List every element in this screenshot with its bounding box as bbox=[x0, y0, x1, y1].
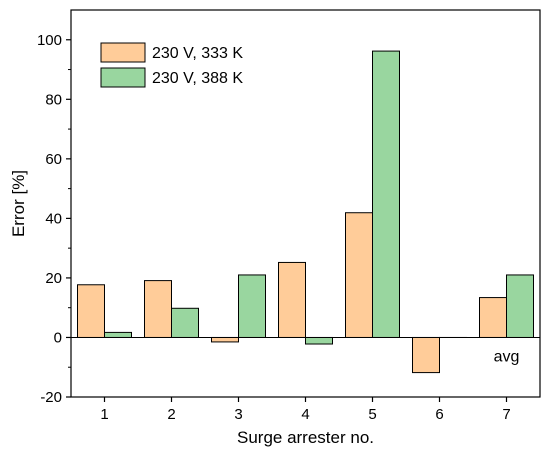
x-tick-label: 1 bbox=[100, 406, 108, 423]
y-tick-label: 60 bbox=[45, 151, 62, 168]
bar-series2-cat2 bbox=[171, 307, 199, 338]
bar-series1-cat1 bbox=[77, 284, 105, 338]
axes: -20 0 20 40 60 80 100 1 2 3 4 5 6 7 bbox=[37, 9, 541, 423]
bar-series1-cat5 bbox=[345, 212, 373, 338]
x-tick-label: 7 bbox=[502, 406, 510, 423]
y-tick-label: 40 bbox=[45, 210, 62, 227]
bar-series2-cat7 bbox=[506, 274, 534, 338]
legend: 230 V, 333 K 230 V, 388 K bbox=[100, 42, 243, 88]
x-tick-label: 6 bbox=[435, 406, 443, 423]
plot-area bbox=[77, 50, 534, 374]
legend-label-series2: 230 V, 388 K bbox=[152, 70, 243, 87]
bar-series1-cat7 bbox=[479, 297, 507, 338]
bar-series1-cat2 bbox=[144, 280, 172, 338]
y-tick-label: 100 bbox=[37, 32, 62, 49]
x-axis-label: Surge arrester no. bbox=[237, 428, 374, 447]
bar-series2-cat3 bbox=[238, 274, 266, 338]
bar-series2-cat5 bbox=[372, 50, 400, 338]
x-tick-label: 4 bbox=[301, 406, 309, 423]
y-axis-label: Error [%] bbox=[9, 170, 28, 237]
bar-series1-cat3 bbox=[211, 336, 239, 343]
y-tick-label: 20 bbox=[45, 270, 62, 287]
bar-series2-cat1 bbox=[104, 331, 132, 338]
legend-swatch-series2 bbox=[100, 67, 146, 88]
x-tick-label: 5 bbox=[368, 406, 376, 423]
bar-series1-cat4 bbox=[278, 261, 306, 338]
y-tick-label: -20 bbox=[40, 389, 62, 406]
x-tick-label: 3 bbox=[234, 406, 242, 423]
bar-series2-cat4 bbox=[305, 336, 333, 345]
y-tick-label: 0 bbox=[54, 329, 62, 346]
x-tick-label: 2 bbox=[167, 406, 175, 423]
bar-series1-cat6 bbox=[412, 336, 440, 374]
legend-swatch-series1 bbox=[100, 42, 146, 63]
legend-label-series1: 230 V, 333 K bbox=[152, 45, 243, 62]
y-tick-label: 80 bbox=[45, 91, 62, 108]
avg-annotation: avg bbox=[494, 348, 520, 365]
